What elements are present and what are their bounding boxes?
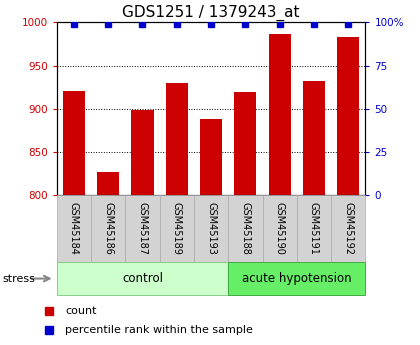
Bar [337,37,360,195]
Text: GSM45186: GSM45186 [103,202,113,255]
Bar [63,90,85,195]
Bar [228,262,365,295]
Bar [165,83,188,195]
Bar [57,195,91,262]
Bar [303,81,325,195]
Text: GSM45190: GSM45190 [275,202,285,255]
Text: GSM45191: GSM45191 [309,202,319,255]
Bar [125,195,160,262]
Bar [331,195,365,262]
Text: control: control [122,272,163,285]
Bar [194,195,228,262]
Bar [228,195,262,262]
Text: acute hypotension: acute hypotension [242,272,352,285]
Bar [97,171,119,195]
Bar [268,33,291,195]
Bar [131,110,154,195]
Text: GSM45187: GSM45187 [137,202,147,255]
Text: GSM45193: GSM45193 [206,202,216,255]
Text: stress: stress [2,274,35,284]
Text: percentile rank within the sample: percentile rank within the sample [65,325,253,335]
Title: GDS1251 / 1379243_at: GDS1251 / 1379243_at [122,5,300,21]
Bar [57,262,228,295]
Text: GSM45189: GSM45189 [172,202,182,255]
Bar [262,195,297,262]
Text: GSM45188: GSM45188 [240,202,250,255]
Bar [160,195,194,262]
Bar [200,119,222,195]
Bar [91,195,125,262]
Text: count: count [65,306,97,316]
Text: GSM45192: GSM45192 [343,202,353,255]
Text: GSM45184: GSM45184 [69,202,79,255]
Bar [297,195,331,262]
Bar [234,92,257,195]
